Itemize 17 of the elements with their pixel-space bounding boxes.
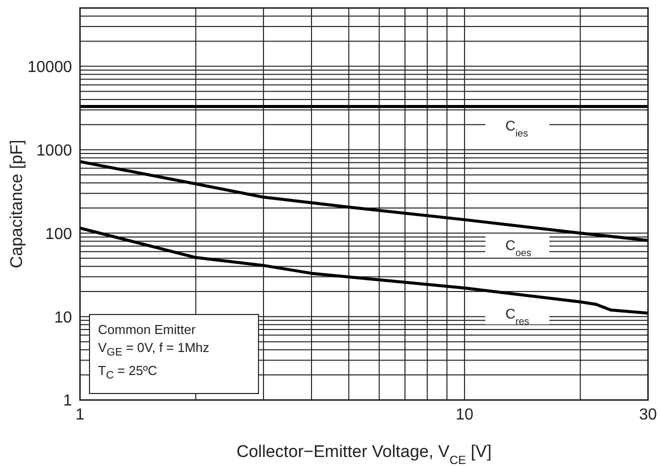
annotation: Common Emitter	[98, 321, 197, 339]
x-tick-label: 30	[639, 406, 657, 424]
x-tick-label: 1	[76, 406, 85, 424]
y-tick-label: 10	[54, 309, 72, 326]
x-tick-label: 10	[456, 406, 474, 424]
y-tick-label: 10000	[28, 58, 72, 76]
note-box: Common Emitter V$_{GE}$ = 0V, f = 1Mhz T$_{C}$ = 25ºC	[89, 314, 259, 394]
y-tick-label: 1000	[36, 142, 72, 160]
y-tick-label: 100	[45, 226, 72, 243]
series-label: C$_{oes}$	[505, 236, 532, 258]
y-axis-title: Capacitance [pF]	[7, 140, 26, 268]
x-axis-title: Collector−Emitter Voltage, V$_{CE}$ [V]	[236, 442, 492, 467]
series-label: C$_{ies}$	[505, 117, 528, 139]
annotation: V$_{GE}$ = 0V, f = 1Mhz	[98, 339, 210, 361]
series-label: C$_{res}$	[505, 305, 530, 327]
y-tick-label: 1	[63, 392, 72, 410]
annotation: T$_{C}$ = 25ºC	[98, 362, 158, 384]
